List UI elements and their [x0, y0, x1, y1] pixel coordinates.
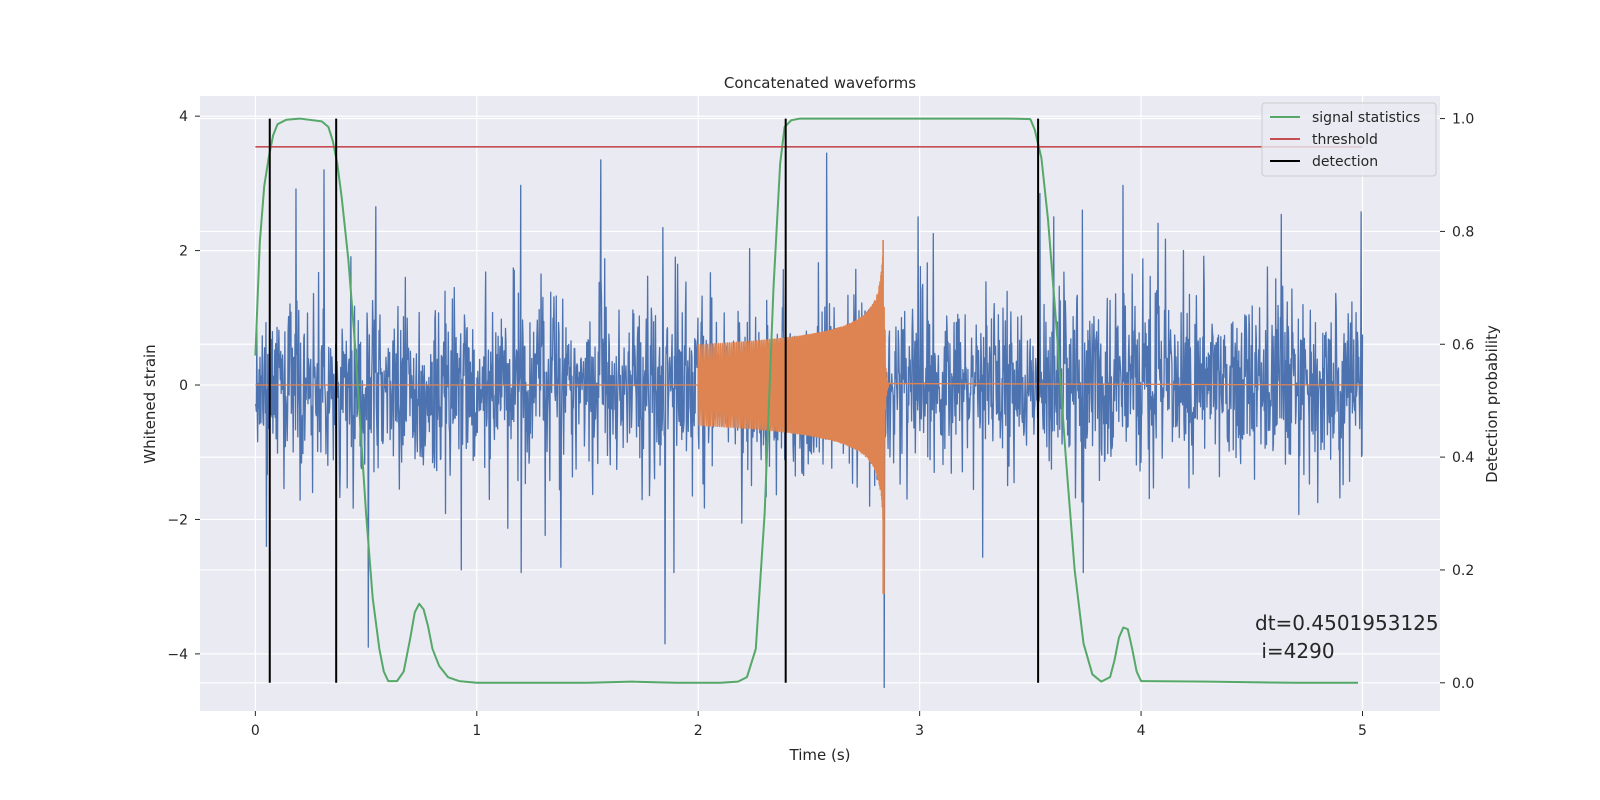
x-tick-label-1: 1 — [472, 723, 481, 739]
x-axis-label: Time (s) — [789, 746, 851, 764]
legend-label-signal-statistics: signal statistics — [1312, 110, 1420, 126]
y-axis-label-left: Whitened strain — [141, 344, 159, 463]
x-tick-label-2: 2 — [694, 723, 703, 739]
x-tick-label-4: 4 — [1137, 723, 1146, 739]
tick-labels: 0 1 2 3 4 5 −4 −2 0 2 4 0.0 0.2 0.4 0.6 0.8 1.0 — [167, 109, 1474, 739]
legend: signal statistics threshold detection — [1261, 102, 1437, 177]
legend-box — [1261, 102, 1437, 177]
y-left-tick-label-0: −4 — [167, 647, 188, 663]
injection-series — [255, 239, 1363, 595]
y-right-tick-label-4: 0.8 — [1452, 224, 1474, 240]
y-axis-label-right: Detection probability — [1483, 325, 1501, 483]
y-left-tick-label-1: −2 — [167, 512, 188, 528]
y-left-tick-label-2: 0 — [179, 378, 188, 394]
grid — [200, 96, 1440, 711]
annotation-dt: dt=0.4501953125 — [1255, 611, 1439, 635]
y-right-tick-label-1: 0.2 — [1452, 563, 1474, 579]
y-right-tick-label-2: 0.4 — [1452, 450, 1474, 466]
signal-statistics-series — [254, 117, 1359, 684]
y-left-tick-label-4: 4 — [179, 109, 188, 125]
injection-line — [255, 239, 1363, 595]
chart-title: Concatenated waveforms — [724, 74, 916, 92]
y-left-tick-label-3: 2 — [179, 244, 188, 260]
x-tick-label-5: 5 — [1358, 723, 1367, 739]
annotation-i: i=4290 — [1255, 639, 1335, 663]
y-right-tick-label-3: 0.6 — [1452, 337, 1474, 353]
legend-label-detection: detection — [1312, 154, 1378, 170]
signal-statistics-line — [254, 117, 1359, 684]
legend-label-threshold: threshold — [1312, 132, 1378, 148]
y-right-tick-label-0: 0.0 — [1452, 676, 1474, 692]
x-tick-label-3: 3 — [915, 723, 924, 739]
x-tick-label-0: 0 — [251, 723, 260, 739]
y-right-tick-label-5: 1.0 — [1452, 112, 1474, 128]
detection-series — [268, 118, 1040, 683]
